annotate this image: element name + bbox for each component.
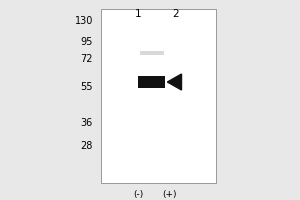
Text: (-): (-) (133, 190, 143, 198)
Bar (140, 51, 164, 55)
Text: 130: 130 (75, 16, 93, 26)
Text: 36: 36 (81, 118, 93, 128)
Polygon shape (167, 74, 182, 90)
Text: (+): (+) (162, 190, 177, 198)
Bar (138, 82, 165, 88)
Text: 55: 55 (80, 82, 93, 92)
Text: 28: 28 (81, 141, 93, 151)
Text: 1: 1 (135, 9, 141, 19)
Text: 95: 95 (81, 37, 93, 47)
Text: 72: 72 (80, 54, 93, 64)
Bar (100, 9, 216, 183)
Text: 2: 2 (172, 9, 179, 19)
Bar (138, 76, 165, 82)
